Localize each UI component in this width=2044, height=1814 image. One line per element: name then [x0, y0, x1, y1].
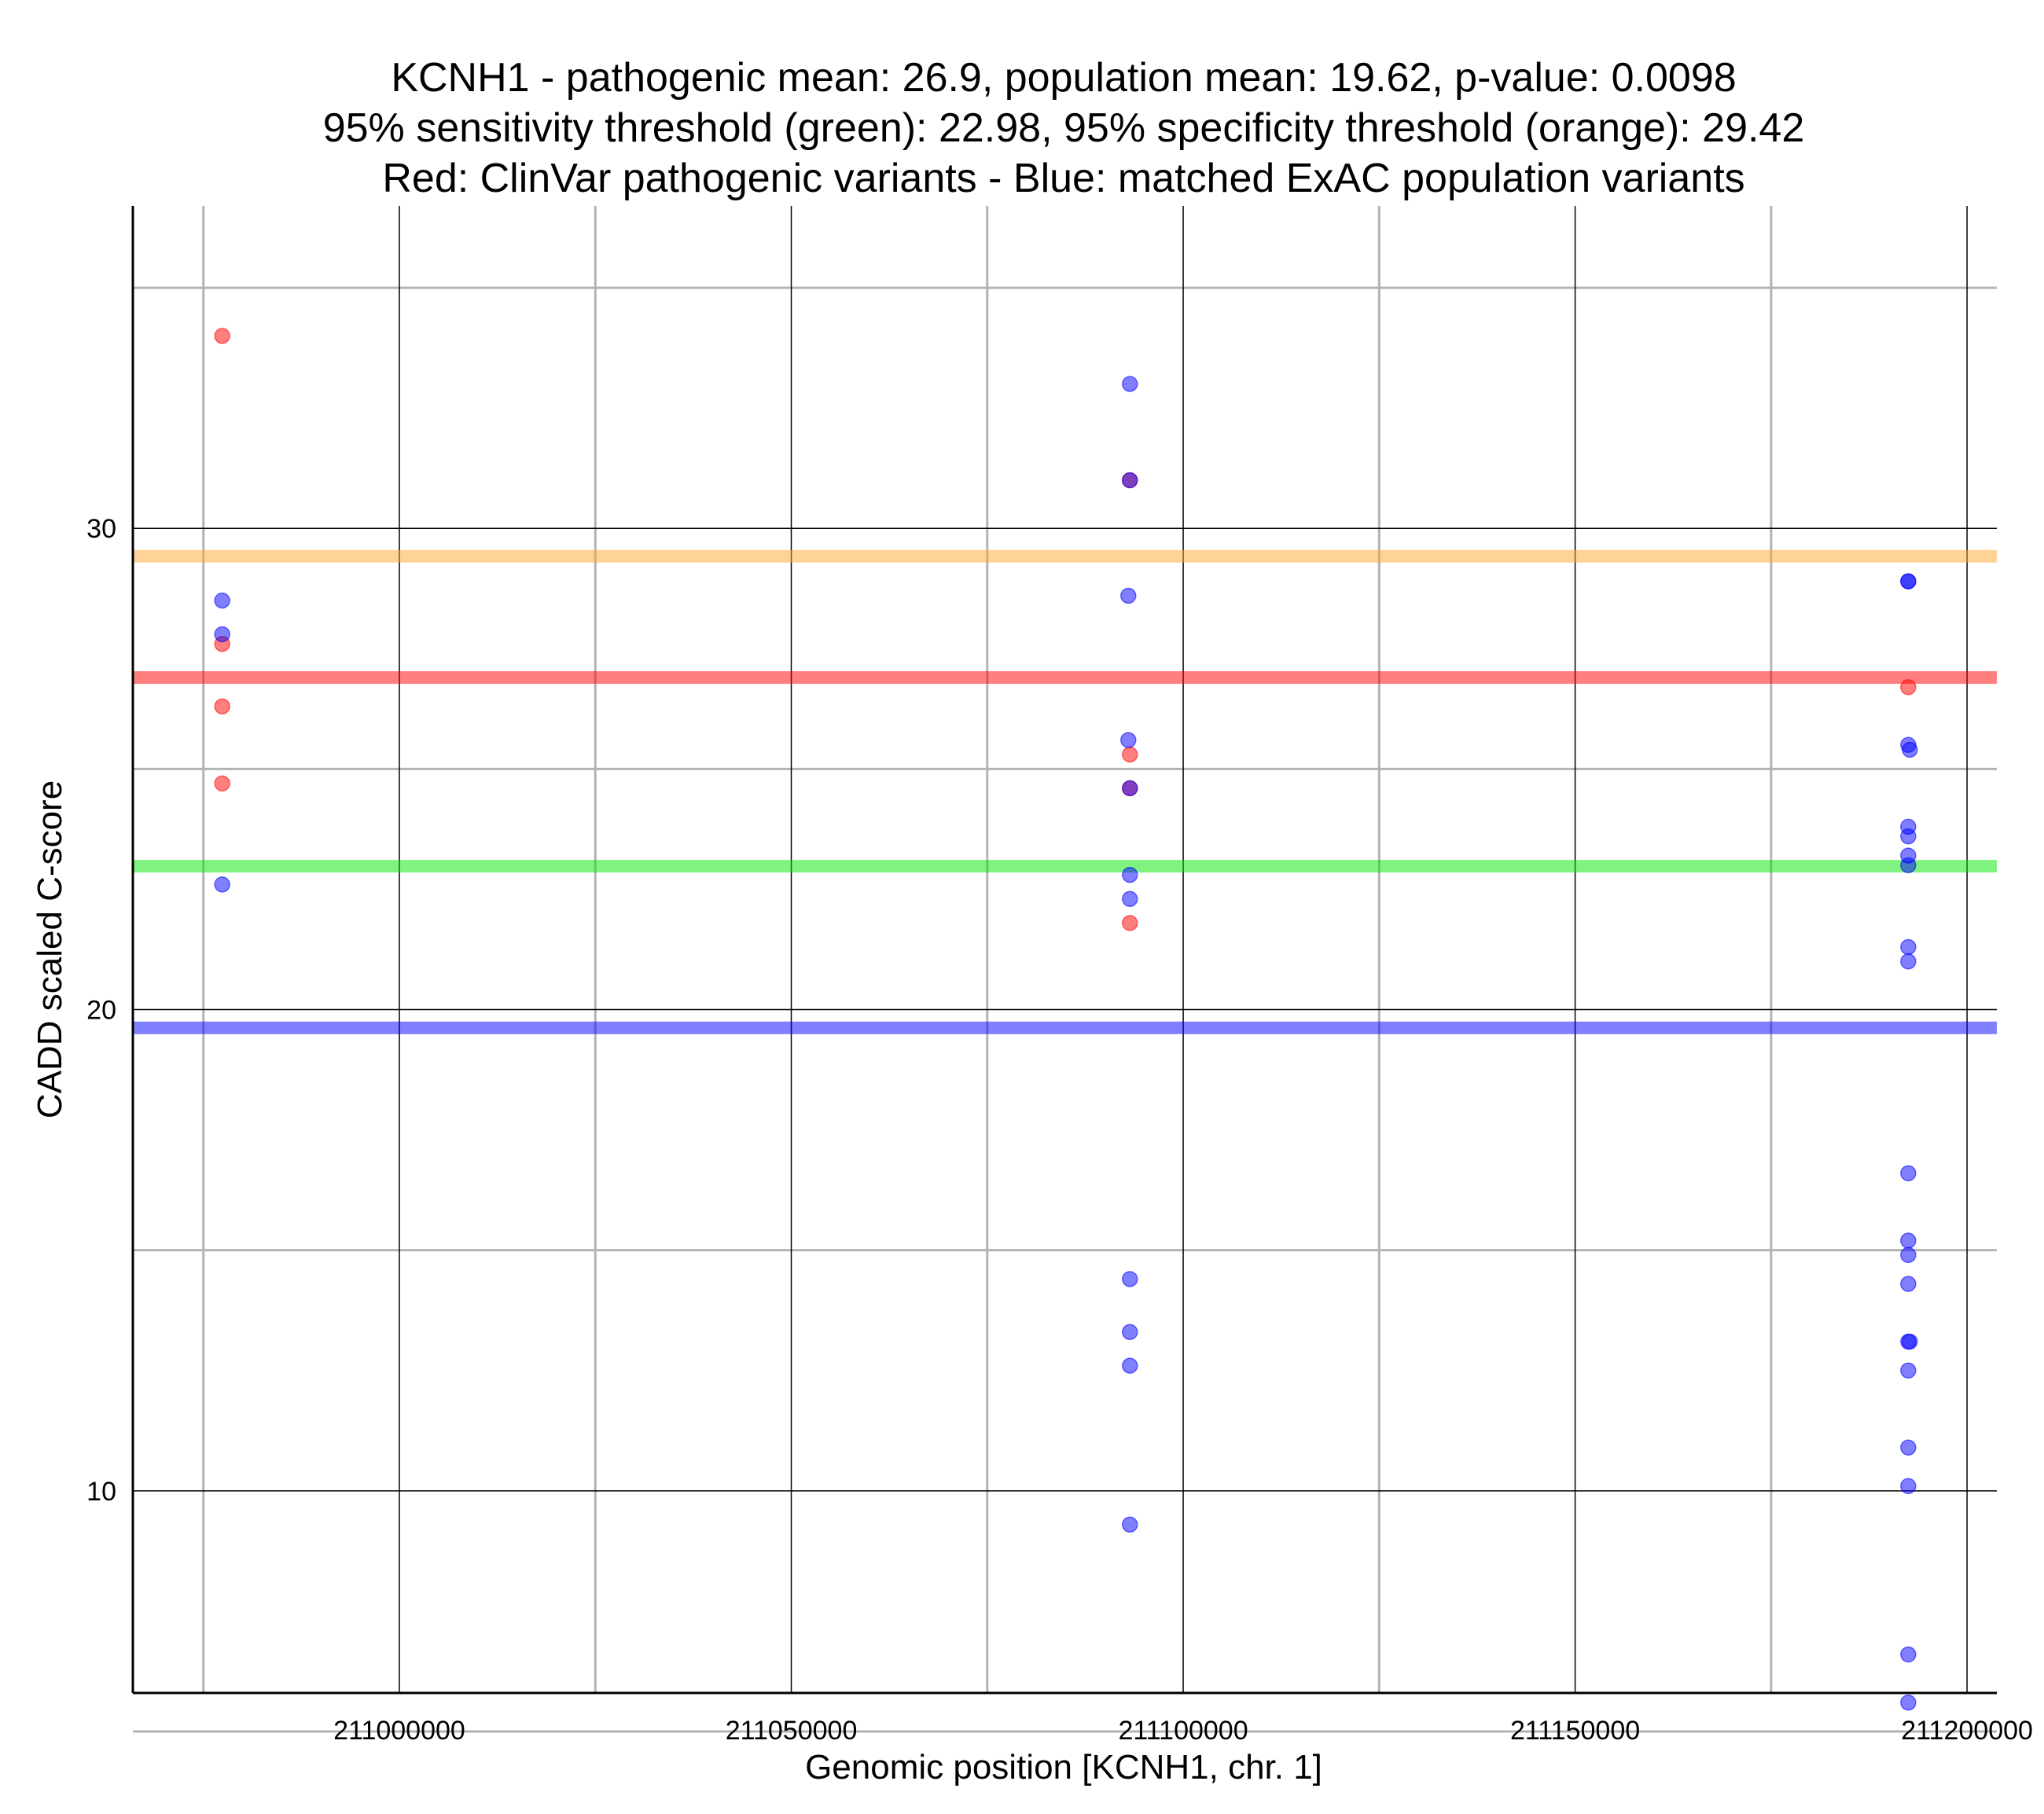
- population-point-19: [1900, 828, 1917, 845]
- population-point-31: [1900, 1439, 1917, 1456]
- population-point-34: [1900, 1694, 1917, 1711]
- pathogenic-point-0: [214, 328, 230, 344]
- y-tick-labels: 10 20 30: [86, 514, 116, 1507]
- axes: [131, 206, 1997, 1695]
- y-axis-title: CADD scaled C-score: [31, 780, 69, 1118]
- y-tick-label-0: 10: [86, 1477, 116, 1507]
- population-point-12: [1122, 1357, 1138, 1374]
- title-line-3: Red: ClinVar pathogenic variants - Blue:…: [382, 156, 1744, 201]
- population-point-21: [1900, 857, 1917, 874]
- population-point-32: [1900, 1478, 1917, 1494]
- pathogenic-point-8: [1900, 679, 1917, 696]
- y-tick-label-2: 30: [86, 514, 116, 544]
- population-point-17: [1902, 741, 1918, 758]
- population-point-7: [1122, 780, 1138, 797]
- chart-title: KCNH1 - pathogenic mean: 26.9, populatio…: [323, 55, 1805, 201]
- population-point-30: [1900, 1362, 1917, 1379]
- population-point-5: [1120, 587, 1137, 604]
- population-point-29: [1902, 1333, 1918, 1350]
- population-point-11: [1122, 1324, 1138, 1341]
- population-point-23: [1900, 953, 1917, 970]
- population-point-9: [1122, 890, 1138, 907]
- population-point-8: [1122, 866, 1138, 883]
- data-points: [214, 328, 1918, 1711]
- population-point-0: [214, 592, 230, 609]
- pathogenic-point-2: [214, 698, 230, 715]
- population-point-15: [1900, 573, 1917, 589]
- population-point-2: [214, 876, 230, 893]
- population-point-10: [1122, 1271, 1138, 1287]
- population-point-13: [1122, 1516, 1138, 1533]
- threshold-lines: [133, 549, 1997, 1034]
- population-point-22: [1900, 938, 1917, 956]
- title-line-1: KCNH1 - pathogenic mean: 26.9, populatio…: [391, 55, 1736, 101]
- major-gridlines: [133, 206, 1997, 1693]
- minor-gridlines: [133, 206, 1997, 1733]
- x-tick-label-1: 211050000: [726, 1716, 858, 1746]
- population-point-33: [1900, 1646, 1917, 1663]
- x-tick-label-2: 211100000: [1118, 1716, 1248, 1746]
- population-point-4: [1122, 472, 1138, 489]
- x-tick-labels: 211000000 211050000 211100000 211150000 2112…: [333, 1716, 2033, 1746]
- x-tick-label-0: 211000000: [333, 1716, 465, 1746]
- pathogenic-point-3: [214, 775, 230, 792]
- population-point-25: [1900, 1232, 1917, 1249]
- population-point-27: [1900, 1276, 1917, 1292]
- population-point-26: [1900, 1247, 1917, 1264]
- x-axis-title: Genomic position [KCNH1, chr. 1]: [805, 1748, 1322, 1786]
- title-line-2: 95% sensitivity threshold (green): 22.98…: [323, 105, 1805, 151]
- pathogenic-point-5: [1122, 746, 1138, 763]
- population-point-1: [214, 626, 230, 643]
- population-point-24: [1900, 1165, 1917, 1181]
- y-tick-label-1: 20: [86, 996, 116, 1026]
- x-tick-label-4: 211200000: [1901, 1716, 2033, 1746]
- pathogenic-point-7: [1122, 915, 1138, 931]
- population-point-6: [1120, 732, 1137, 748]
- x-tick-label-3: 211150000: [1510, 1716, 1640, 1746]
- population-point-3: [1122, 376, 1138, 392]
